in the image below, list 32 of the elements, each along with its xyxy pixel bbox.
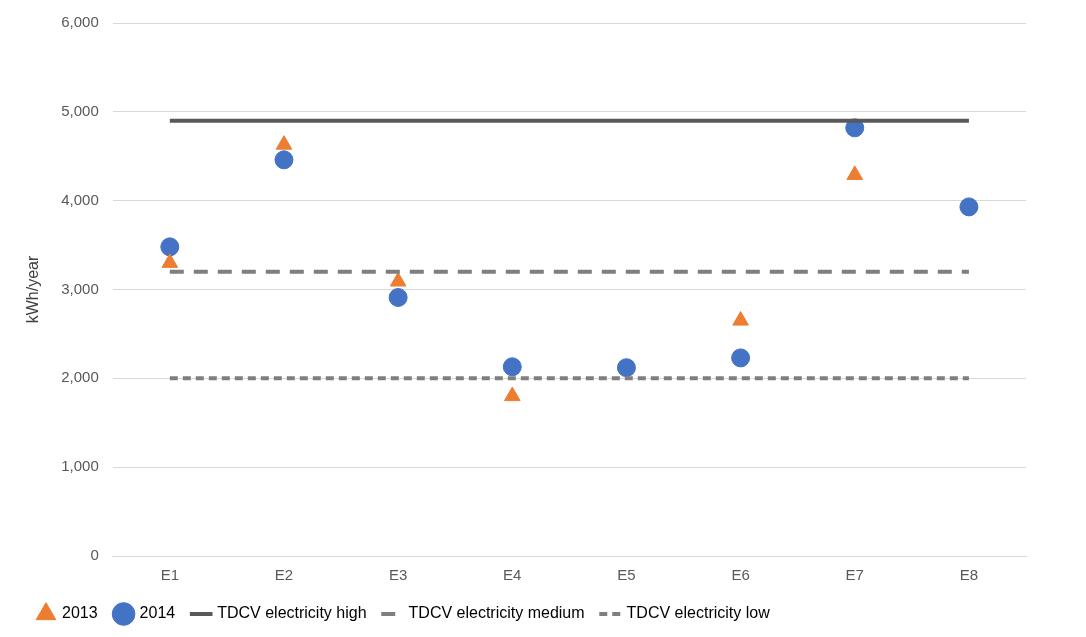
x-tick-label: E7 <box>845 566 864 584</box>
y-tick-label: 6,000 <box>61 13 99 31</box>
point <box>161 253 179 268</box>
x-tick-label: E4 <box>503 566 522 584</box>
point <box>959 197 979 217</box>
y-axis-title: kWh/year <box>24 255 42 324</box>
legend-label: TDCV electricity low <box>626 604 771 622</box>
x-tick-label: E1 <box>160 566 179 584</box>
point <box>731 348 751 368</box>
point <box>274 150 294 170</box>
legend-label: 2013 <box>62 604 98 622</box>
point <box>504 386 521 402</box>
legend-label: TDCV electricity high <box>217 604 367 622</box>
legend-label: 2014 <box>139 604 176 622</box>
y-tick-label: 4,000 <box>61 190 99 208</box>
point <box>389 272 407 287</box>
y-tick-label: 1,000 <box>61 457 99 475</box>
legend-label: TDCV electricity medium <box>408 604 585 622</box>
y-tick-label: 2,000 <box>61 368 99 386</box>
y-tick-label: 3,000 <box>61 279 99 297</box>
x-tick-label: E3 <box>388 566 408 584</box>
point <box>160 237 180 257</box>
y-tick-label: 0 <box>90 546 99 564</box>
x-tick-label: E5 <box>617 566 636 584</box>
x-tick-label: E2 <box>274 566 294 584</box>
y-tick-label: 5,000 <box>61 101 99 119</box>
point <box>388 288 408 307</box>
x-tick-label: E8 <box>959 566 979 584</box>
point <box>616 358 636 378</box>
point <box>502 357 522 377</box>
x-tick-label: E6 <box>731 566 750 584</box>
point <box>732 311 749 326</box>
